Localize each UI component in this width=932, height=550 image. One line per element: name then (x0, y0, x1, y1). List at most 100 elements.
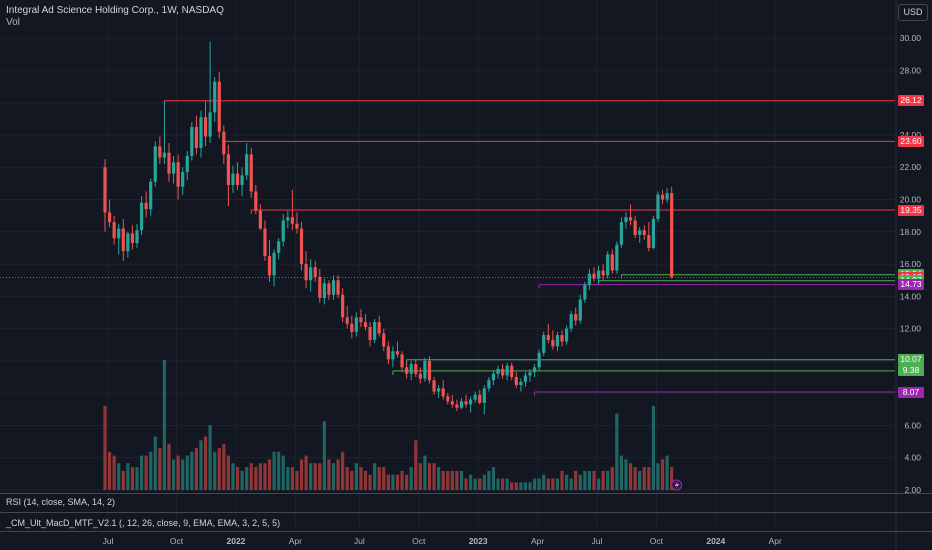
candle-body (309, 267, 313, 281)
volume-bar (491, 467, 496, 490)
volume-bar (656, 463, 660, 490)
candle-body (427, 360, 432, 381)
volume-bar (345, 467, 349, 490)
candle-body (446, 396, 450, 402)
y-tick-label: 18.00 (900, 227, 922, 237)
candle-body (126, 233, 130, 252)
candle-body (519, 381, 523, 386)
volume-bar (176, 455, 180, 490)
price-tag: 26.12 (898, 95, 924, 107)
y-tick-label: 14.00 (900, 291, 922, 301)
pane-separator[interactable] (0, 493, 932, 494)
volume-bar (199, 440, 203, 490)
volume-bar (560, 470, 564, 490)
candle-body (409, 364, 413, 374)
volume-bar (469, 474, 473, 490)
volume-bar (354, 463, 358, 490)
volume-bar (336, 459, 340, 490)
candle-body (642, 230, 646, 236)
volume-bar (327, 459, 331, 490)
candle-body (226, 154, 230, 185)
candle-body (345, 317, 349, 324)
misc-layer (671, 479, 683, 491)
volume-bar (277, 451, 281, 490)
candle-body (455, 404, 459, 408)
x-tick-label: Jul (354, 536, 365, 546)
candle-body (263, 228, 267, 256)
volume-bar (331, 463, 336, 490)
x-tick-label: Oct (650, 536, 664, 546)
volume-bar (615, 413, 619, 490)
candle-body (213, 81, 217, 113)
volume-bar (569, 478, 573, 490)
x-tick-label: Oct (412, 536, 426, 546)
volume-bar (441, 470, 445, 490)
volume-bar (583, 470, 587, 490)
candle-body (514, 377, 518, 386)
macd-pane-label[interactable]: _CM_Ult_MacD_MTF_V2.1 (, 12, 26, close, … (6, 518, 281, 528)
candle-body (149, 181, 153, 210)
volume-bar (405, 474, 409, 490)
volume-bar (638, 470, 642, 490)
volume-bar (254, 467, 258, 490)
candle-body (304, 264, 308, 281)
candle-body (487, 380, 491, 389)
volume-bar (459, 470, 464, 490)
volume-bar (423, 455, 427, 490)
candle-body (336, 280, 340, 295)
candle-body (395, 351, 400, 355)
candle-body (555, 335, 560, 347)
candle-body (217, 81, 221, 132)
volume-bar (126, 463, 130, 490)
volume-bar (528, 482, 532, 490)
pane-separator[interactable] (0, 531, 932, 532)
candle-body (194, 126, 198, 148)
volume-bar (185, 455, 189, 490)
volume-bar (341, 451, 345, 490)
volume-bar (523, 482, 528, 490)
candle-body (331, 280, 336, 295)
volume-bar (235, 467, 240, 490)
candle-body (130, 233, 135, 244)
volume-bar (144, 455, 148, 490)
volume-bar (670, 467, 674, 490)
currency-button[interactable]: USD (898, 4, 928, 21)
volume-bar (194, 447, 198, 490)
candle-body (222, 131, 226, 155)
volume-bar (514, 482, 518, 490)
volume-bar (395, 474, 400, 490)
x-tick-label: Oct (170, 536, 184, 546)
volume-bar (130, 467, 135, 490)
candle-body (153, 146, 157, 182)
volume-bar (414, 440, 418, 490)
candle-body (437, 388, 441, 392)
candle-body (185, 155, 189, 173)
candle-body (295, 223, 299, 229)
candle-body (432, 380, 436, 392)
volume-bar (473, 478, 477, 490)
volume-bar (213, 451, 217, 490)
price-tag: 19.35 (898, 204, 924, 216)
volume-bar (601, 470, 605, 490)
x-tick-label: Jul (103, 536, 114, 546)
volume-bar (587, 470, 592, 490)
candle-body (249, 154, 253, 192)
candle-body (363, 322, 368, 328)
volume-bar (322, 421, 326, 490)
volume-bar (628, 463, 633, 490)
candle-body (181, 172, 185, 187)
candle-body (267, 256, 272, 276)
rsi-pane-label[interactable]: RSI (14, close, SMA, 14, 2) (6, 497, 116, 507)
volume-bar (162, 360, 167, 490)
candle-body (322, 283, 326, 298)
volume-bar (606, 470, 610, 490)
volume-bar (578, 474, 582, 490)
volume-bar (574, 470, 578, 490)
candle-body (606, 254, 610, 276)
candle-body (121, 228, 125, 252)
pane-separator[interactable] (0, 512, 932, 513)
volume-bar (610, 467, 614, 490)
volume-bar (368, 474, 372, 490)
volume-bar (190, 451, 194, 490)
